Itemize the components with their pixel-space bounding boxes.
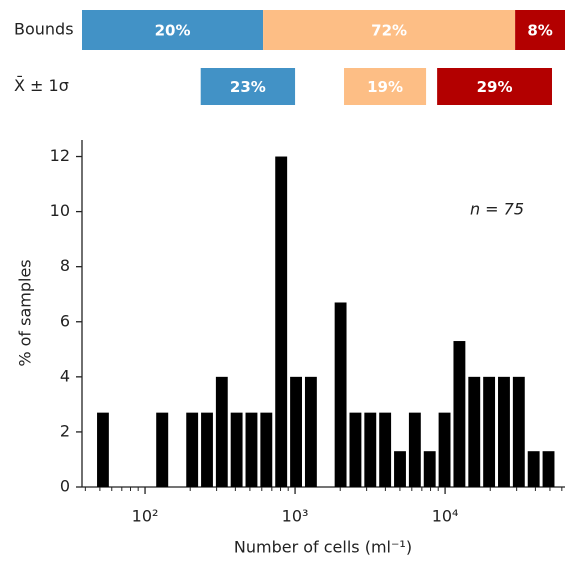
y-axis-label: % of samples <box>16 259 35 366</box>
y-tick-label: 2 <box>60 421 70 440</box>
x-tick-label: 10² <box>132 507 159 526</box>
bar <box>275 156 288 487</box>
band-segment <box>200 68 296 105</box>
segment-label: 29% <box>477 78 513 96</box>
bar <box>379 412 392 487</box>
bar <box>156 412 169 487</box>
bar <box>468 376 481 487</box>
bar <box>394 451 406 487</box>
bar <box>230 412 243 487</box>
bar <box>423 451 436 487</box>
bar <box>408 412 421 487</box>
y-tick-label: 0 <box>60 477 70 496</box>
bar <box>260 412 273 487</box>
bar <box>290 376 302 487</box>
y-tick-label: 8 <box>60 256 70 275</box>
bar <box>453 341 466 487</box>
band-segment <box>437 68 552 105</box>
band-segment <box>515 10 565 50</box>
bar <box>349 412 362 487</box>
y-tick-label: 6 <box>60 311 70 330</box>
bar <box>334 302 347 487</box>
bar <box>512 376 525 487</box>
bar <box>438 412 451 487</box>
segment-label: 20% <box>155 22 191 40</box>
bar <box>304 376 317 487</box>
segment-label: 72% <box>371 22 407 40</box>
segment-label: 8% <box>527 22 552 40</box>
x-tick-label: 10³ <box>282 507 309 526</box>
annotation: n = 75 <box>470 200 524 219</box>
bar <box>542 451 555 487</box>
row-label: Bounds <box>14 20 74 39</box>
band-segment <box>263 10 516 50</box>
bar <box>201 412 213 487</box>
x-axis-label: Number of cells (ml⁻¹) <box>234 538 412 557</box>
segment-label: 19% <box>367 78 403 96</box>
x-tick-label: 10⁴ <box>432 507 459 526</box>
band-segment <box>344 68 427 105</box>
row-label: X̄ ± 1σ <box>14 76 69 95</box>
y-tick-label: 4 <box>60 366 70 385</box>
bar <box>215 376 228 487</box>
bar <box>483 376 496 487</box>
bar <box>498 376 510 487</box>
bar <box>97 412 109 487</box>
band-segment <box>82 10 264 50</box>
y-tick-label: 12 <box>50 146 70 165</box>
segment-label: 23% <box>230 78 266 96</box>
bar <box>186 412 199 487</box>
y-tick-label: 10 <box>50 201 70 220</box>
bar <box>245 412 258 487</box>
bar <box>527 451 540 487</box>
bar <box>364 412 377 487</box>
